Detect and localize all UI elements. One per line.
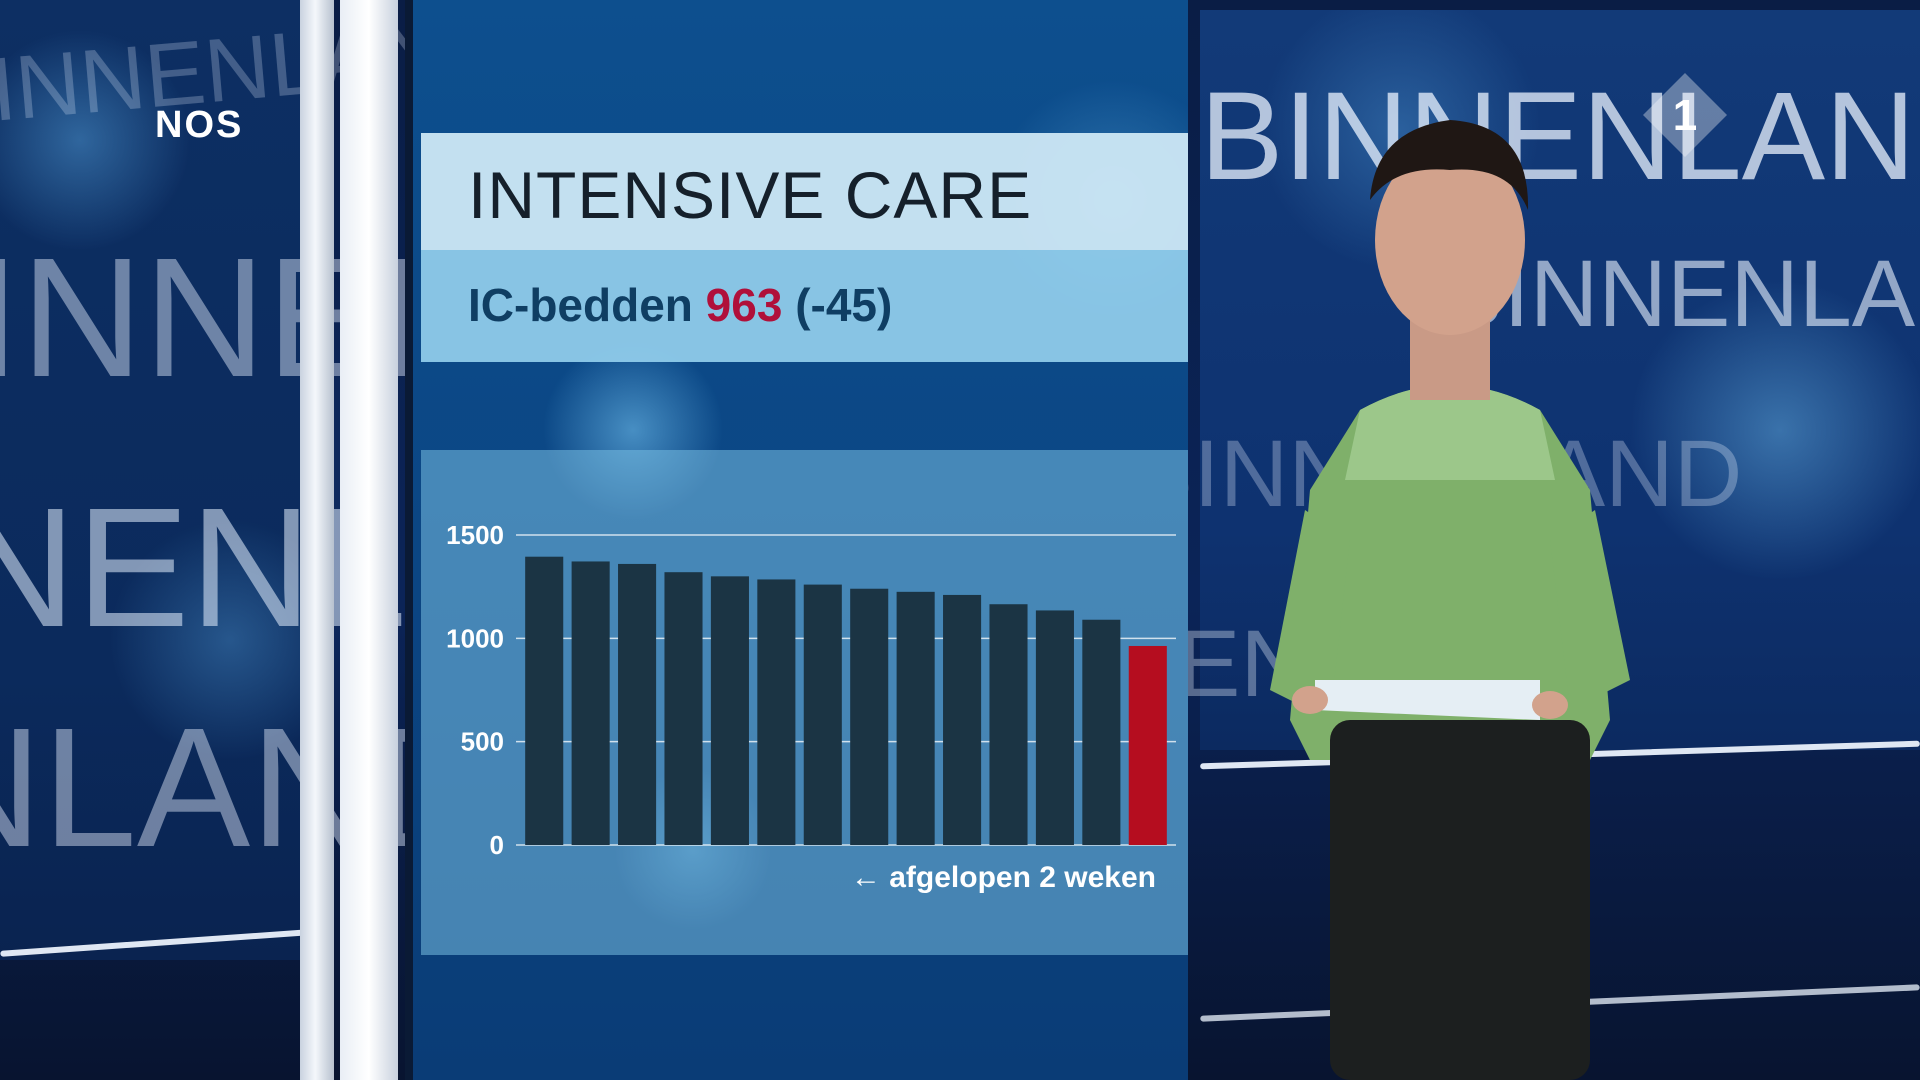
bar [896, 591, 935, 845]
ic-bed-change: (-45) [795, 279, 893, 331]
ic-bed-bar-chart: 0 500 1000 1500 ← afgelopen 2 weken [446, 520, 1176, 894]
video-screen: INTENSIVE CARE IC-bedden 963 (-45) 0 500 1… [405, 0, 1188, 1080]
npo-1-logo: 1 [1643, 73, 1727, 157]
ic-bed-count: IC-bedden 963 (-45) [468, 278, 892, 332]
bar [989, 604, 1028, 845]
bar [664, 572, 703, 845]
bar [757, 579, 796, 845]
studio-pillar [300, 0, 334, 1080]
left-video-wall: BINNENLAND BINNENLAND BINNENLAND BINNENL… [0, 0, 956, 960]
bar [525, 556, 564, 845]
chart-panel: 0 500 1000 1500 ← afgelopen 2 weken [421, 450, 1188, 955]
wall-word-right-1: BINNENLAND [1200, 67, 1920, 206]
graphic-title: INTENSIVE CARE [468, 158, 1033, 232]
ic-bed-label: IC-bedden [468, 279, 693, 331]
bar [571, 561, 610, 845]
nos-logo: NOS [155, 104, 244, 146]
npo-channel-number: 1 [1673, 91, 1697, 140]
bar [710, 576, 749, 845]
bar [850, 588, 889, 845]
y-tick-label: 1500 [446, 520, 504, 550]
bar [1082, 619, 1121, 845]
period-annotation: ← afgelopen 2 weken [851, 861, 1156, 894]
bar-latest [1128, 645, 1167, 845]
y-tick-label: 500 [461, 727, 504, 757]
news-presenter [1270, 120, 1630, 1080]
bar [618, 563, 657, 845]
y-tick-label: 0 [490, 830, 504, 860]
y-tick-label: 1000 [446, 623, 504, 653]
bar [1035, 610, 1074, 845]
studio-pillar [340, 0, 398, 1080]
bar [803, 584, 842, 845]
subtitle-band: IC-bedden 963 (-45) [421, 250, 1188, 362]
title-band: INTENSIVE CARE [421, 133, 1188, 250]
ic-bed-value: 963 [705, 279, 783, 331]
bar [943, 594, 982, 845]
